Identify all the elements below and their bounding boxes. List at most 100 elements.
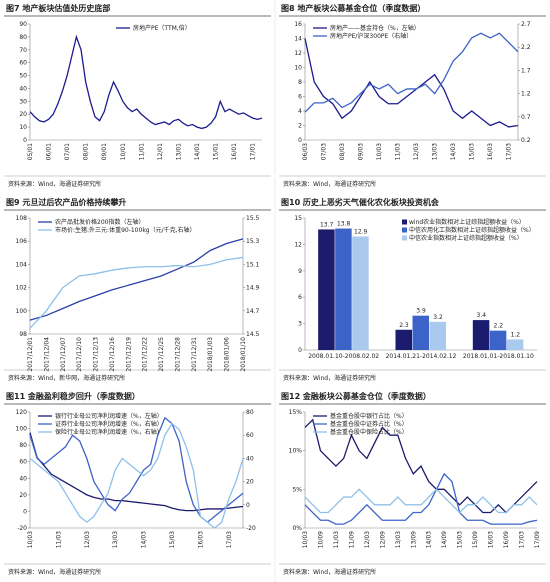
source: 资料来源：Wind，海通证券研究所: [8, 180, 101, 188]
x-tick-label: 10/03: [376, 143, 383, 160]
y-tick-label: 8: [298, 79, 302, 86]
y-tick-label: 9: [298, 268, 302, 275]
bar-label: 3.4: [477, 312, 487, 319]
x-tick-label: 11/09: [348, 531, 355, 548]
source: 资料来源：Wind，新华网，海通证券研究所: [8, 374, 125, 382]
y2-tick-label: 0.7: [521, 114, 531, 121]
x-tick-label: 11/01: [138, 143, 145, 160]
x-tick-label: 2018/01/10: [240, 337, 247, 372]
x-tick-label: 2017/12/01: [27, 337, 34, 372]
legend-swatch: [402, 219, 407, 225]
y-tick-label: 10: [19, 124, 27, 131]
x-tick-label: 07/01: [64, 143, 71, 160]
x-tick-label: 15/09: [472, 531, 479, 548]
x-tick-label: 13/03: [395, 531, 402, 548]
y2-tick-label: 14.7: [246, 308, 260, 315]
x-tick-label: 10/03: [27, 531, 34, 548]
series-line: [29, 34, 263, 130]
panel: 图12 金融板块公募基金仓位（季度数据） 资料来源：Wind，海通证券研究所 0% 5…: [279, 391, 546, 576]
x-tick-label: 14/09: [441, 531, 448, 548]
y-tick-label: 0: [298, 347, 302, 354]
y-tick-label: 15%: [289, 409, 303, 416]
x-tick-label: 15/03: [469, 143, 476, 160]
x-tick-label: 2017/12/16: [109, 337, 116, 372]
x-tick-label: 10/03: [302, 531, 309, 548]
y2-tick-label: 0: [246, 502, 250, 509]
panel: 图11 金融盈利稳步回升（季度数据） 资料来源：Wind，海通证券研究所 -20 0 2…: [4, 391, 271, 576]
x-tick-label: 16/03: [488, 531, 495, 548]
legend-label: 房地产——基金持仓（%，左轴）: [330, 24, 420, 32]
bar: [395, 329, 412, 350]
x-tick-label: 2018/01/06: [224, 337, 231, 372]
x-tick-label: 10/09: [317, 531, 324, 548]
y-tick-label: 100: [16, 426, 28, 433]
y-tick-label: 60: [19, 459, 27, 466]
source: 资料来源：Wind，海通证券研究所: [283, 180, 376, 188]
x-tick-label: 17/01: [250, 143, 257, 160]
x-tick-label: 17/09: [534, 531, 541, 548]
y-tick-label: 20: [19, 111, 27, 118]
y-tick-label: 108: [16, 215, 28, 222]
x-tick-label: 17/03: [226, 531, 233, 548]
x-tick-label: 11/03: [395, 143, 402, 160]
legend-label: 市场价:生猪:外三元:体重90-100kg（元/千克,右轴）: [55, 226, 196, 234]
x-tick-label: 11/03: [333, 531, 340, 548]
series-line: [304, 38, 519, 128]
bar: [472, 320, 490, 350]
bar-label: 12.9: [354, 228, 368, 235]
x-tick-label: 14/01: [194, 143, 201, 160]
series-line: [29, 238, 244, 321]
chart-title: 图7 地产板块估值处历史底部: [6, 3, 110, 13]
x-tick-label: 2017/12/25: [158, 337, 165, 372]
chart-title: 图11 金融盈利稳步回升（季度数据）: [6, 391, 140, 401]
legend-label: 银行行业母公司净利润增速（%，左轴）: [55, 412, 163, 420]
y-tick-label: 80: [19, 34, 27, 41]
x-tick-label: 09/03: [358, 143, 365, 160]
y2-tick-label: 1.7: [521, 67, 531, 74]
y-tick-label: 12: [294, 241, 302, 248]
y-tick-label: 80: [19, 442, 27, 449]
y2-tick-label: 15.1: [246, 261, 260, 268]
x-tick-label: 16/03: [487, 143, 494, 160]
legend-label: 证券行业母公司净利润增速（%，右轴）: [55, 420, 163, 428]
y-tick-label: 106: [16, 238, 28, 245]
legend-label: 保险行业母公司净利润增速（%，右轴）: [55, 428, 163, 436]
x-tick-label: 17/03: [519, 531, 526, 548]
legend-swatch: [402, 235, 407, 241]
y2-tick-label: 20: [246, 479, 254, 486]
x-tick-label: 13/09: [410, 531, 417, 548]
y-tick-label: 5%: [292, 486, 302, 493]
x-tick-label: 2017/12/07: [60, 337, 67, 372]
y-tick-label: 0%: [292, 525, 302, 532]
y-tick-label: 104: [16, 261, 28, 268]
bar: [335, 228, 352, 350]
y2-tick-label: 1.2: [521, 91, 531, 98]
x-tick-label: 10/01: [120, 143, 127, 160]
bar: [318, 229, 335, 350]
x-tick-label: 2017/12/31: [191, 337, 198, 372]
series-line: [304, 32, 519, 113]
legend-label: 基金重仓股中银行占比（%）: [330, 412, 408, 420]
x-tick-label: 13/03: [112, 531, 119, 548]
bar: [489, 330, 507, 350]
bar-label: 3.2: [433, 314, 443, 321]
y-tick-label: 120: [16, 409, 28, 416]
bar: [429, 321, 447, 350]
panel: 图8 地产板块公募基金仓位（季度数据） 资料来源：Wind，海通证券研究所 0 2 4 6…: [279, 3, 546, 188]
x-tick-label: 07/03: [321, 143, 328, 160]
y2-tick-label: 0.2: [521, 137, 531, 144]
y-tick-label: 90: [19, 21, 27, 28]
chart-title: 图9 元旦过后农产品价格持续攀升: [6, 197, 126, 207]
x-tick-label: 12/09: [379, 531, 386, 548]
y-tick-label: 16: [294, 21, 302, 28]
bar-label: 13.8: [337, 221, 351, 228]
y-tick-label: 0: [23, 137, 27, 144]
y-tick-label: 15: [294, 215, 302, 222]
series-line: [304, 472, 538, 525]
y-tick-label: 10%: [289, 448, 303, 455]
x-tick-label: 16/03: [197, 531, 204, 548]
